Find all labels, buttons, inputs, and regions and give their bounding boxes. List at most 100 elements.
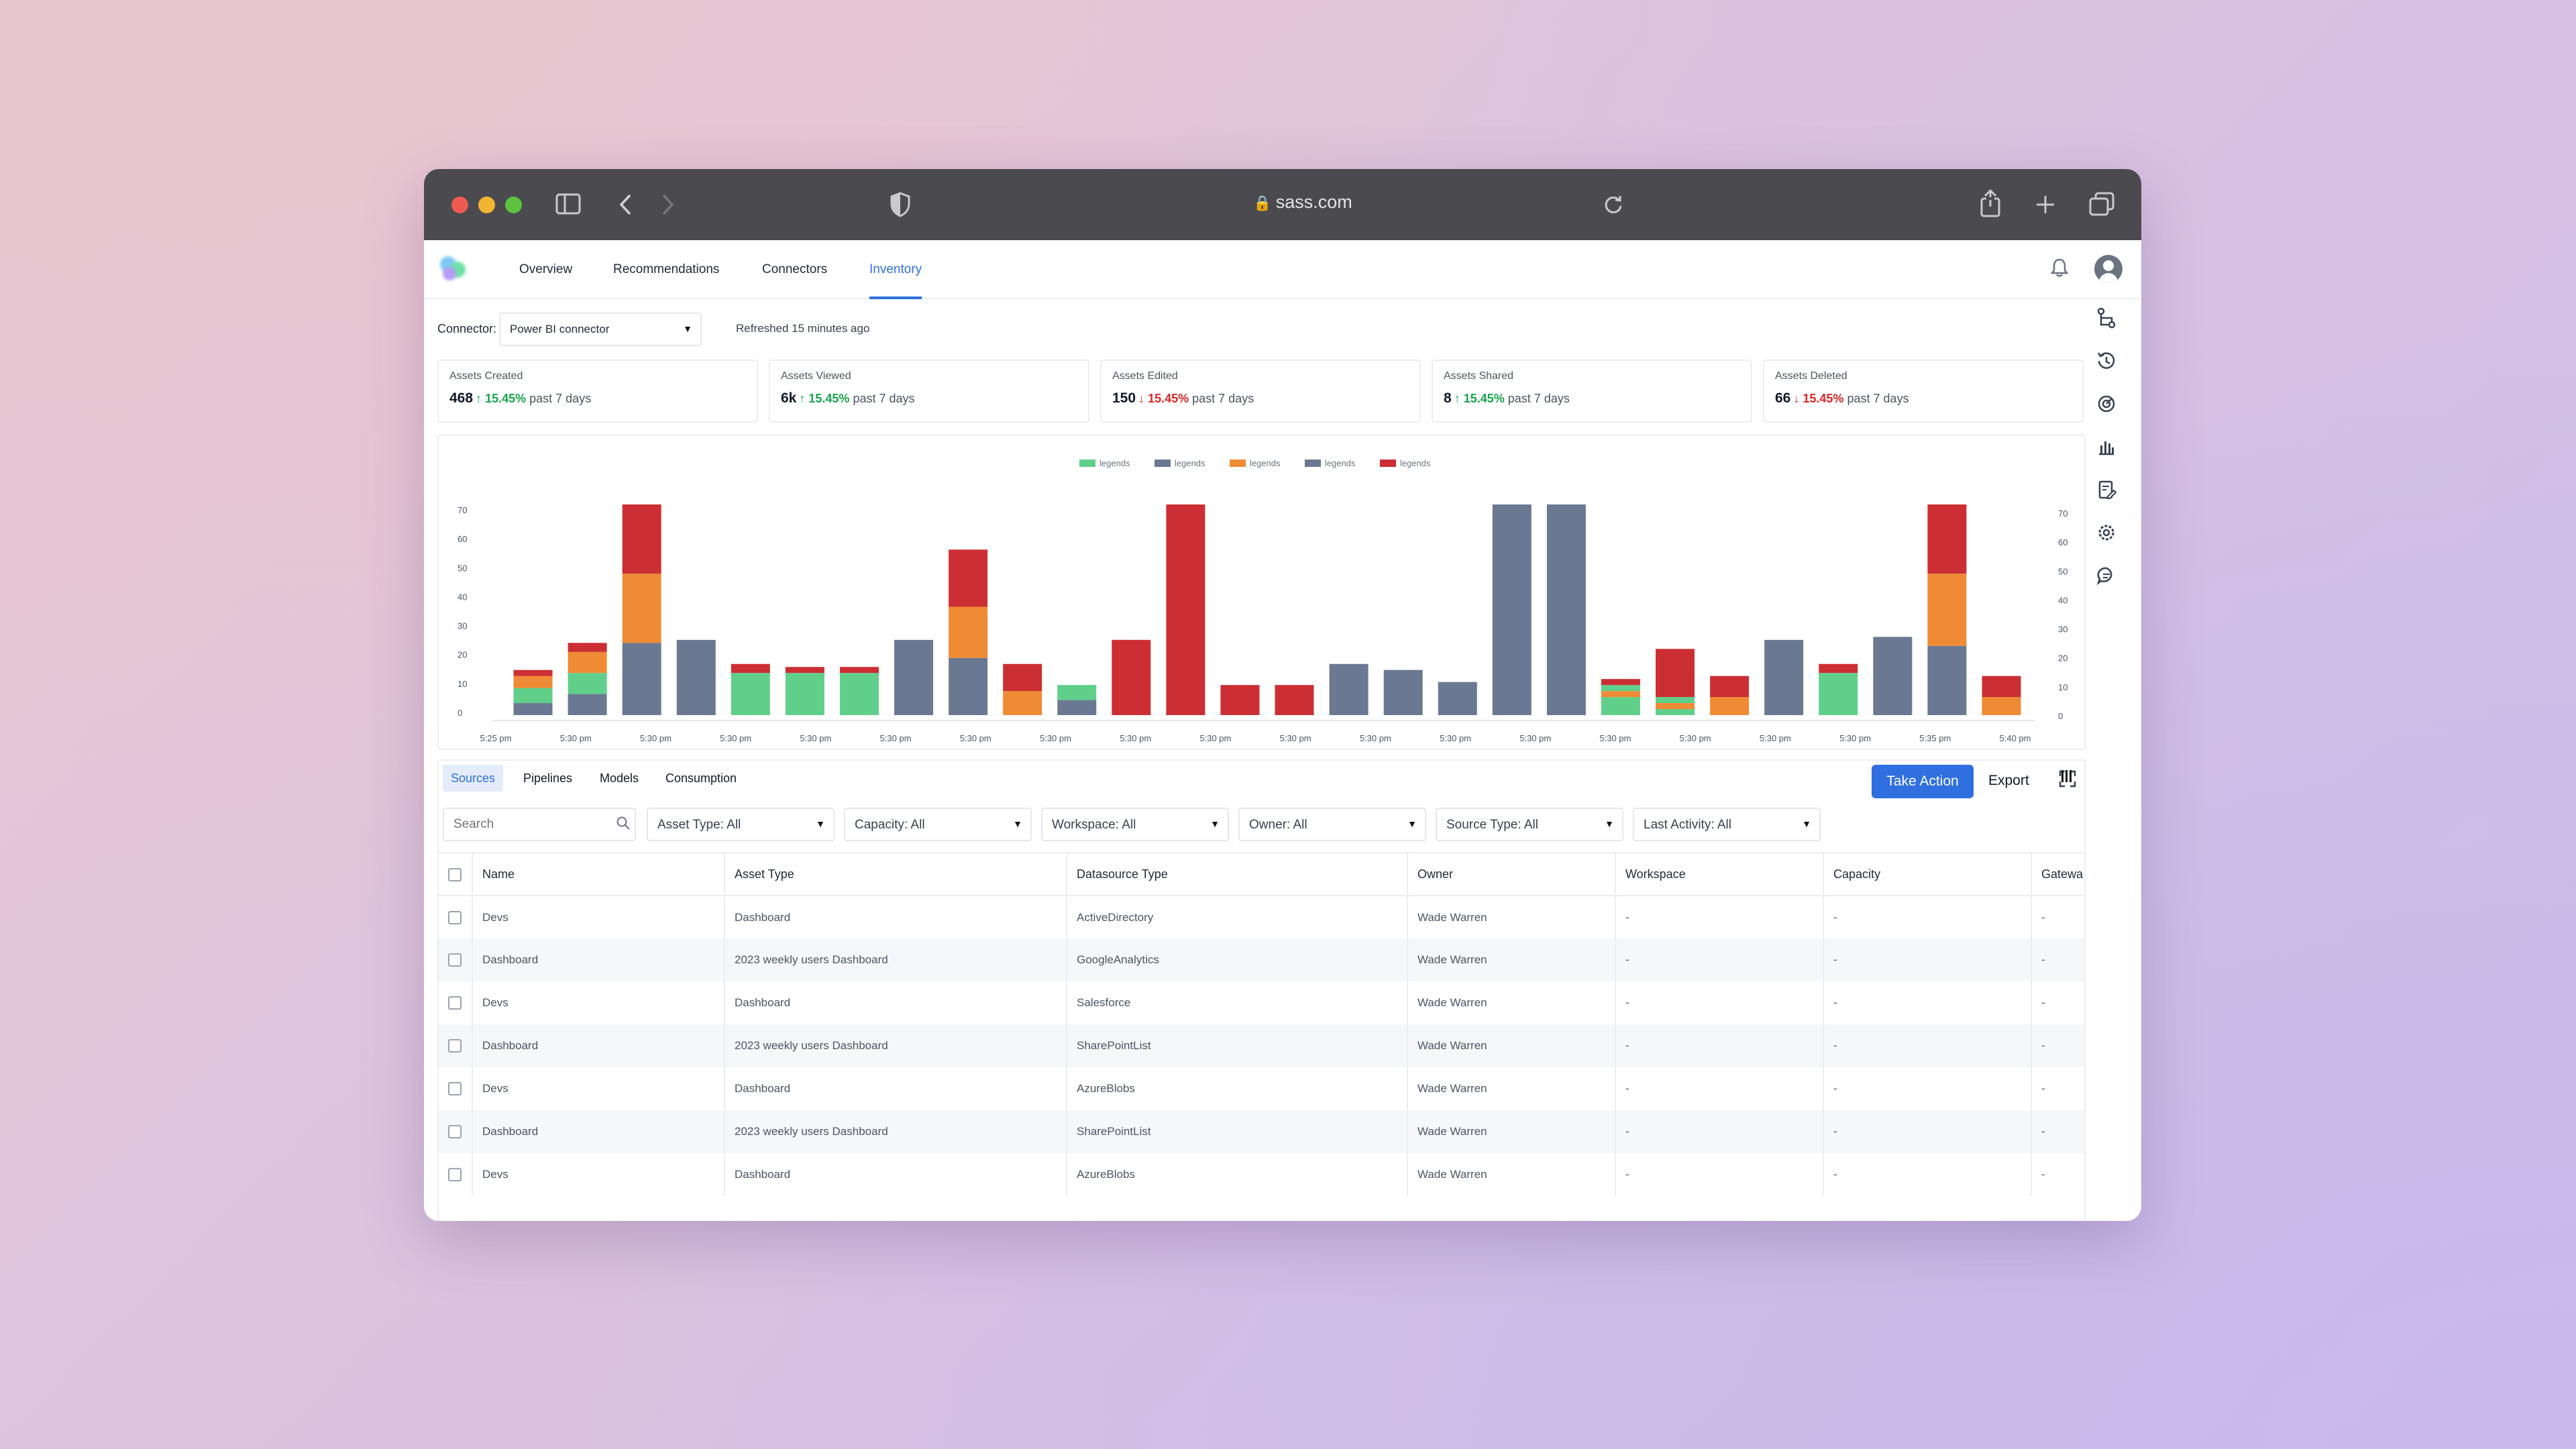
tab-sources[interactable]: Sources xyxy=(443,765,504,792)
settings-icon[interactable] xyxy=(2093,519,2120,546)
filter-select[interactable]: Last Activity: All ▼ xyxy=(1633,808,1821,841)
nav-tab-inventory[interactable]: Inventory xyxy=(869,240,922,299)
table-cell: Salesforce xyxy=(1067,981,1408,1024)
bell-icon[interactable] xyxy=(2051,258,2068,278)
filter-select[interactable]: Capacity: All ▼ xyxy=(844,808,1032,841)
forward-icon[interactable] xyxy=(660,193,675,216)
x-tick-label: 5:30 pm xyxy=(1839,733,1871,743)
analytics-icon[interactable] xyxy=(2093,433,2120,460)
share-icon[interactable] xyxy=(1979,189,2002,217)
bar-segment xyxy=(839,667,879,674)
connector-select[interactable]: Power BI connector ▼ xyxy=(499,313,702,346)
table-row[interactable]: Devs Dashboard AzureBlobs Wade Warren - - - xyxy=(439,1067,2084,1110)
columns-icon[interactable] xyxy=(2061,769,2073,784)
close-window-button[interactable] xyxy=(451,197,468,213)
x-tick-label: 5:30 pm xyxy=(1760,733,1791,743)
table-row[interactable]: Devs Dashboard ActiveDirectory Wade Warren -… xyxy=(439,896,2084,938)
bar-segment xyxy=(568,651,607,674)
address-bar[interactable]: 🔒 sass.com xyxy=(1229,192,1377,213)
table-row[interactable]: Dashboard 2023 weekly users Dashboard Goog… xyxy=(439,938,2084,981)
avatar[interactable] xyxy=(2094,255,2123,283)
back-icon[interactable] xyxy=(619,193,633,216)
row-checkbox[interactable] xyxy=(448,910,462,924)
bar-segment xyxy=(513,676,553,688)
row-checkbox[interactable] xyxy=(448,996,462,1010)
tabs-overview-icon[interactable] xyxy=(2089,192,2114,216)
maximize-window-button[interactable] xyxy=(505,197,522,213)
bar-segment xyxy=(1873,637,1913,715)
column-header[interactable]: Gatewa xyxy=(2031,852,2084,896)
legend-swatch xyxy=(1155,460,1171,467)
x-tick-label: 5:35 pm xyxy=(1919,733,1951,743)
stat-value: 150 xyxy=(1112,390,1136,406)
bar-segment xyxy=(1927,504,1967,574)
tab-models[interactable]: Models xyxy=(600,771,639,785)
row-checkbox[interactable] xyxy=(448,1039,462,1053)
stat-change: ↓ 15.45% xyxy=(1793,392,1843,405)
take-action-button[interactable]: Take Action xyxy=(1872,765,1974,798)
monitor-icon[interactable] xyxy=(2093,390,2120,417)
table-row[interactable]: Devs Dashboard Salesforce Wade Warren - - - xyxy=(439,981,2084,1024)
report-edit-icon[interactable] xyxy=(2093,476,2120,503)
stat-change-value: 15.45% xyxy=(1463,392,1505,405)
browser-titlebar: 🔒 sass.com xyxy=(424,169,2141,240)
reload-icon[interactable] xyxy=(1603,195,1623,215)
lineage-icon[interactable] xyxy=(2093,305,2120,331)
stat-value-row: 6k ↑ 15.45% past 7 days xyxy=(781,390,1077,407)
table-cell: Dashboard xyxy=(472,938,725,981)
search-input[interactable] xyxy=(443,808,636,841)
x-tick-label: 5:30 pm xyxy=(1599,733,1631,743)
row-checkbox[interactable] xyxy=(448,1125,462,1139)
table-row[interactable]: Dashboard 2023 weekly users Dashboard Shar… xyxy=(439,1024,2084,1067)
x-tick-label: 5:30 pm xyxy=(1040,733,1071,743)
column-header[interactable]: Owner xyxy=(1407,852,1616,896)
tab-consumption[interactable]: Consumption xyxy=(665,771,737,785)
table-row[interactable]: Dashboard 2023 weekly users Dashboard Shar… xyxy=(439,1110,2084,1153)
refreshed-status: Refreshed 15 minutes ago xyxy=(736,322,870,335)
column-header[interactable]: Workspace xyxy=(1615,852,1824,896)
column-header[interactable]: Name xyxy=(472,852,725,896)
app-logo[interactable] xyxy=(437,252,470,284)
select-all-checkbox[interactable] xyxy=(448,867,462,881)
chat-icon[interactable] xyxy=(2093,562,2120,589)
table-cell: - xyxy=(1823,1067,2032,1110)
minimize-window-button[interactable] xyxy=(478,197,495,213)
filter-select[interactable]: Owner: All ▼ xyxy=(1238,808,1426,841)
x-tick-label: 5:30 pm xyxy=(560,733,592,743)
table-cell: - xyxy=(1823,1024,2032,1067)
nav-tab-recommendations[interactable]: Recommendations xyxy=(613,262,720,276)
export-button[interactable]: Export xyxy=(1988,773,2029,788)
bar-segment xyxy=(1601,679,1640,686)
table-cell: - xyxy=(1823,1110,2032,1153)
column-header[interactable]: Capacity xyxy=(1823,852,2032,896)
tab-pipelines[interactable]: Pipelines xyxy=(523,771,573,785)
shield-icon[interactable] xyxy=(890,192,911,217)
legend-swatch xyxy=(1305,460,1321,467)
lock-icon: 🔒 xyxy=(1253,195,1272,211)
new-tab-icon[interactable] xyxy=(2035,195,2055,215)
stat-value-row: 8 ↑ 15.45% past 7 days xyxy=(1444,390,1740,407)
column-header[interactable]: Datasource Type xyxy=(1067,852,1408,896)
arrow-down-icon: ↓ xyxy=(1138,392,1145,405)
filter-select[interactable]: Source Type: All ▼ xyxy=(1436,808,1623,841)
history-icon[interactable] xyxy=(2093,347,2120,374)
nav-tab-connectors[interactable]: Connectors xyxy=(762,262,828,276)
nav-tab-overview[interactable]: Overview xyxy=(519,262,573,276)
row-checkbox[interactable] xyxy=(448,1168,462,1182)
table-cell: - xyxy=(2031,981,2084,1024)
filter-select[interactable]: Asset Type: All ▼ xyxy=(647,808,835,841)
table-cell: - xyxy=(2031,1153,2084,1196)
fullscreen-icon[interactable] xyxy=(2059,770,2076,788)
bar-segment xyxy=(1275,685,1314,715)
filter-select[interactable]: Workspace: All ▼ xyxy=(1041,808,1229,841)
row-checkbox[interactable] xyxy=(448,953,462,967)
row-checkbox[interactable] xyxy=(448,1082,462,1096)
stat-change-value: 15.45% xyxy=(1148,392,1189,405)
bar-segment xyxy=(622,643,661,715)
column-header[interactable]: Asset Type xyxy=(724,852,1067,896)
sidebar-toggle-icon[interactable] xyxy=(555,193,581,215)
x-tick-label: 5:30 pm xyxy=(1199,733,1231,743)
table-row[interactable]: Devs Dashboard AzureBlobs Wade Warren - - - xyxy=(439,1153,2084,1196)
table-cell: Dashboard xyxy=(724,1153,1067,1196)
bar-segment xyxy=(1546,504,1586,715)
